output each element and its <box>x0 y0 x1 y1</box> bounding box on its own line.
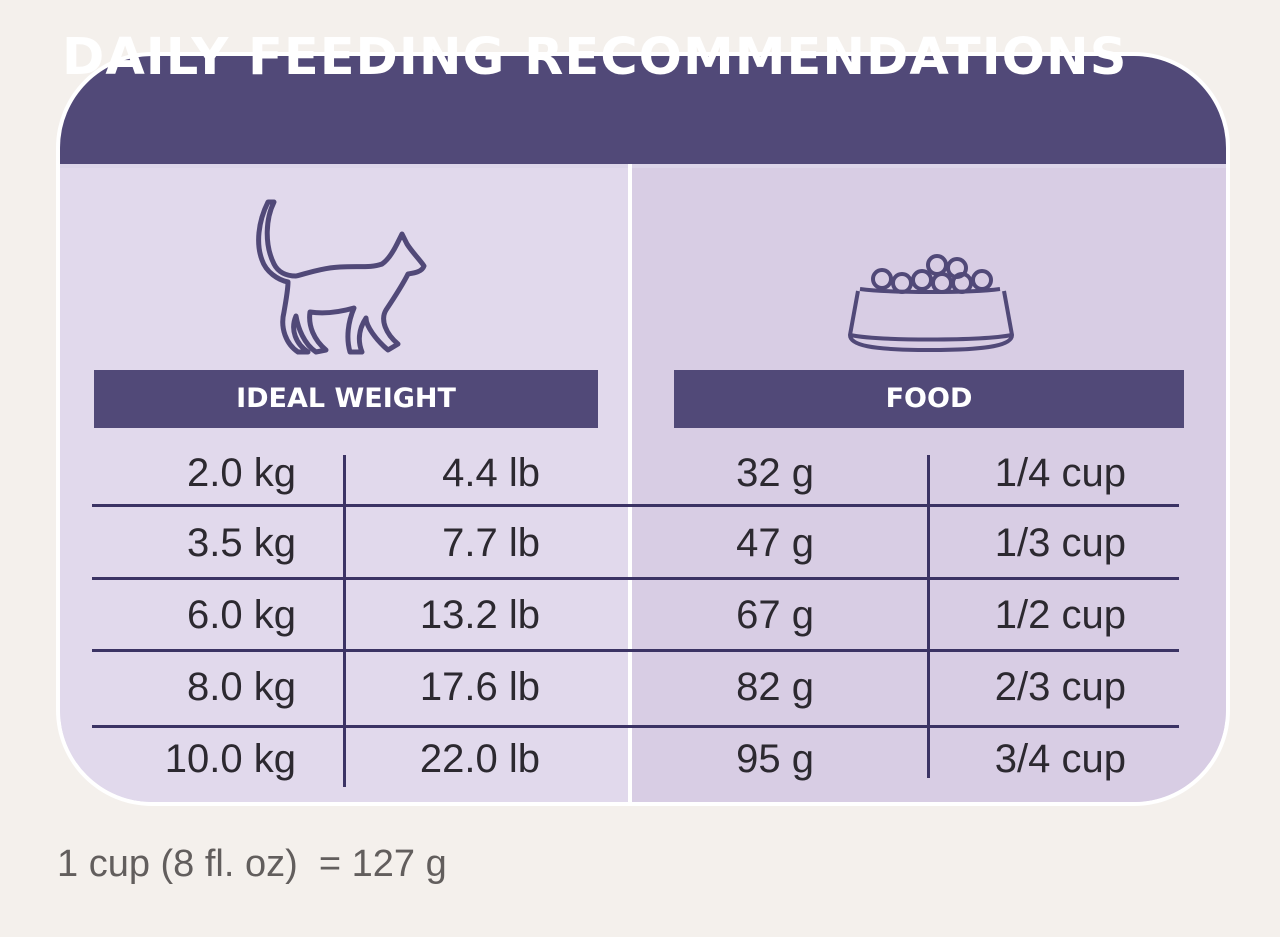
food-grams: 67 g <box>736 593 814 637</box>
weight-kg: 6.0 kg <box>187 593 296 637</box>
food-bowl-icon <box>848 254 1014 352</box>
weight-kg: 3.5 kg <box>187 521 296 565</box>
weight-lb: 13.2 lb <box>419 593 540 637</box>
food-grams: 47 g <box>736 521 814 565</box>
food-cups: 1/3 cup <box>994 521 1126 565</box>
row-divider <box>92 649 1179 652</box>
food-grams: 32 g <box>736 451 814 495</box>
food-grams: 82 g <box>736 665 814 709</box>
card-header <box>60 56 1226 164</box>
weight-kg: 2.0 kg <box>187 451 296 495</box>
weight-lb: 7.7 lb <box>442 521 540 565</box>
food-grams: 95 g <box>736 737 814 781</box>
food-column-divider <box>927 455 930 778</box>
weight-column-divider <box>343 455 346 787</box>
cup-conversion-note: 1 cup (8 fl. oz) = 127 g <box>57 843 447 885</box>
page-title: DAILY FEEDING RECOMMENDATIONS <box>62 28 1128 87</box>
ideal-weight-header: IDEAL WEIGHT <box>94 370 598 428</box>
food-cups: 1/4 cup <box>994 451 1126 495</box>
food-cups: 3/4 cup <box>994 737 1126 781</box>
food-cups: 1/2 cup <box>994 593 1126 637</box>
weight-lb: 22.0 lb <box>419 737 540 781</box>
row-divider <box>92 725 1179 728</box>
weight-kg: 10.0 kg <box>164 737 296 781</box>
weight-kg: 8.0 kg <box>187 665 296 709</box>
cat-icon <box>256 199 427 355</box>
food-header: FOOD <box>674 370 1184 428</box>
row-divider <box>92 577 1179 580</box>
row-divider <box>92 504 1179 507</box>
weight-lb: 17.6 lb <box>419 665 540 709</box>
panel-divider <box>628 164 632 802</box>
weight-lb: 4.4 lb <box>442 451 540 495</box>
food-cups: 2/3 cup <box>994 665 1126 709</box>
